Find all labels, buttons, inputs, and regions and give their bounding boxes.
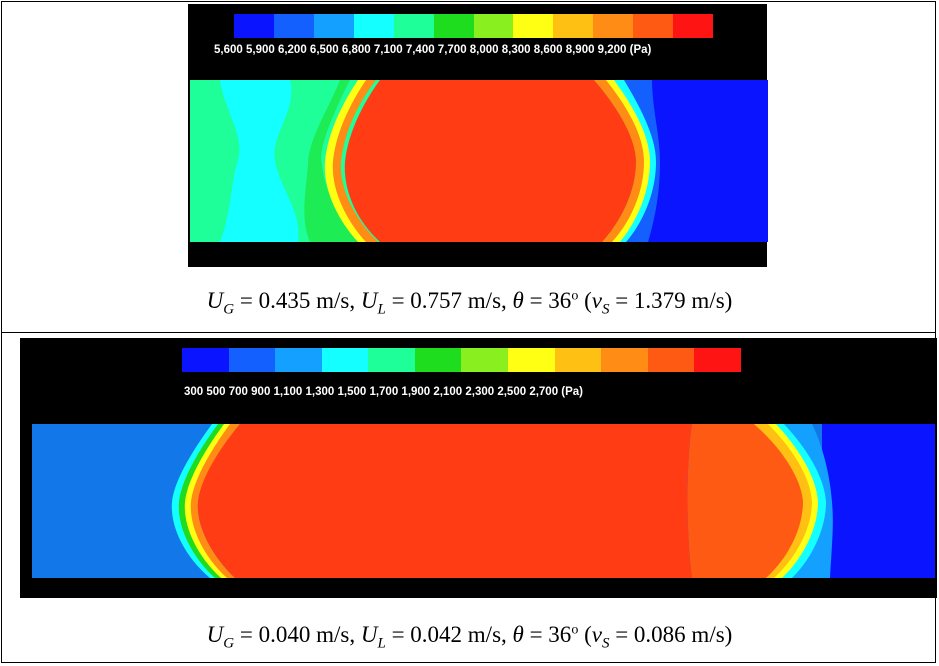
colorbar-swatch [393,14,434,38]
colorbar-swatch [273,14,314,38]
colorbar-swatch [647,348,695,372]
caption-b-theta-var: θ [512,622,524,647]
colorbar-swatch [694,348,741,372]
pressure-field-b [32,424,935,578]
caption-b-theta-value: = 36 [523,622,572,647]
colorbar-swatch [473,14,514,38]
caption-a-ul-var: U [360,288,378,313]
caption-b-vs-sub: S [601,635,610,652]
colorbar-swatch [353,14,394,38]
colorbar-a [234,14,714,38]
pressure-field-a [190,80,768,242]
caption-a-theta-var: θ [512,288,524,313]
caption-b-vs-value: = 0.086 m/s) [609,622,733,647]
caption-b-ul-sub: L [377,635,386,652]
colorbar-swatch [228,348,276,372]
caption-a-ul-value: = 0.757 m/s, [385,288,513,313]
colorbar-swatch [593,14,634,38]
caption-a-theta-value: = 36 [523,288,572,313]
colorbar-swatch [321,348,369,372]
colorbar-swatch [508,348,555,372]
colorbar-swatch [182,348,229,372]
caption-b-ug-sub: G [223,635,235,652]
caption-a-vs-open: ( [578,288,592,313]
caption-a-vs-value: = 1.379 m/s) [609,288,733,313]
caption-b-ul-var: U [360,622,378,647]
colorbar-b [182,348,741,372]
colorbar-swatch [633,14,674,38]
caption-a-vs-var: v [591,288,602,313]
caption-a: UG = 0.435 m/s, UL = 0.757 m/s, θ = 36o … [0,288,939,319]
pressure-contour-panel-b: 300 500 700 900 1,100 1,300 1,500 1,700 … [20,338,937,598]
caption-a-ug-value: = 0.435 m/s, [234,288,361,313]
colorbar-swatch [275,348,322,372]
colorbar-labels-b: 300 500 700 900 1,100 1,300 1,500 1,700 … [184,386,584,398]
caption-b-ug-var: U [206,622,224,647]
figure-divider [1,332,936,333]
caption-b-vs-open: ( [578,622,592,647]
colorbar-swatch [554,348,602,372]
colorbar-swatch [601,348,648,372]
pressure-contour-panel-a: 5,600 5,900 6,200 6,500 6,800 7,100 7,40… [188,4,768,267]
caption-a-vs-sub: S [601,301,610,318]
caption-b-vs-var: v [591,622,602,647]
colorbar-swatch [414,348,462,372]
caption-a-ul-sub: L [377,301,386,318]
colorbar-swatch [234,14,274,38]
colorbar-labels-a: 5,600 5,900 6,200 6,500 6,800 7,100 7,40… [214,44,652,56]
caption-a-ug-var: U [206,288,224,313]
colorbar-swatch [513,14,554,38]
caption-b-degree: o [571,622,579,638]
caption-b: UG = 0.040 m/s, UL = 0.042 m/s, θ = 36o … [0,622,939,653]
caption-b-ug-value: = 0.040 m/s, [234,622,361,647]
caption-b-ul-value: = 0.042 m/s, [385,622,513,647]
caption-a-ug-sub: G [223,301,235,318]
colorbar-swatch [368,348,415,372]
caption-a-degree: o [571,288,579,304]
colorbar-swatch [313,14,354,38]
colorbar-swatch [553,14,594,38]
colorbar-swatch [461,348,509,372]
colorbar-swatch [433,14,474,38]
colorbar-swatch [673,14,714,38]
